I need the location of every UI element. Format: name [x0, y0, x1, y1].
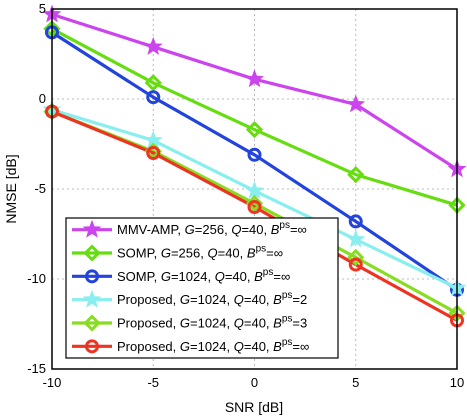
- legend-marker-4: [82, 289, 102, 308]
- data-point-series-5: [347, 248, 365, 267]
- legend-label-6: Proposed, G=1024, Q=40, Bps=∞: [117, 337, 309, 354]
- data-point-series-3: [348, 214, 363, 229]
- legend-box: [65, 217, 339, 359]
- x-tick-label: -5: [147, 375, 159, 390]
- x-tick-label: -10: [43, 375, 62, 390]
- data-point-series-5: [245, 194, 264, 213]
- legend-marker-5: [83, 314, 101, 332]
- y-tick-label: 0: [39, 91, 46, 106]
- y-tick-label: 5: [39, 1, 46, 16]
- series-line-6: [51, 110, 458, 322]
- legend-marker-2: [83, 244, 101, 262]
- data-point-series-2: [245, 120, 264, 139]
- x-tick-label: 10: [450, 375, 464, 390]
- x-tick-label: 0: [251, 375, 258, 390]
- legend-label-5: Proposed, G=1024, Q=40, Bps=3: [117, 314, 307, 331]
- y-tick-labels: 5 0 -5 -10 -15: [27, 1, 46, 376]
- series-line-3: [51, 31, 458, 292]
- data-point-series-6: [348, 257, 363, 272]
- y-tick-label: -15: [27, 361, 46, 376]
- legend-label-3: SOMP, G=1024, Q=40, Bps=∞: [117, 267, 290, 284]
- data-point-series-3: [247, 147, 262, 162]
- legend: MMV-AMP, G=256, Q=40, Bps=∞ SOMP, G=256, …: [65, 217, 339, 359]
- legend-label-2: SOMP, G=256, Q=40, Bps=∞: [117, 244, 283, 261]
- series-line-2: [51, 27, 458, 207]
- data-point-series-2: [144, 74, 162, 92]
- legend-marker-3: [85, 269, 99, 284]
- plot-frame: [51, 8, 458, 370]
- y-tick-label: -10: [27, 271, 46, 286]
- data-point-series-1: [143, 36, 163, 55]
- data-point-series-2: [347, 165, 365, 184]
- x-tick-label: 5: [352, 375, 359, 390]
- y-tick-label: -5: [34, 181, 46, 196]
- x-axis-label: SNR [dB]: [225, 399, 283, 415]
- data-point-series-4: [245, 180, 264, 199]
- data-point-series-6: [146, 146, 161, 160]
- legend-marker-6: [85, 339, 99, 354]
- data-point-series-1: [245, 69, 264, 88]
- data-point-series-6: [247, 200, 262, 214]
- legend-label-4: Proposed, G=1024, Q=40, Bps=2: [117, 290, 307, 307]
- x-tick-labels: -10 -5 0 5 10: [43, 375, 465, 390]
- data-point-series-3: [146, 90, 161, 105]
- legend-label-1: MMV-AMP, G=256, Q=40, Bps=∞: [117, 220, 307, 237]
- data-point-series-1: [346, 94, 366, 113]
- data-point-series-4: [346, 229, 366, 248]
- y-axis-label: NMSE [dB]: [3, 154, 19, 223]
- legend-marker-1: [82, 219, 102, 238]
